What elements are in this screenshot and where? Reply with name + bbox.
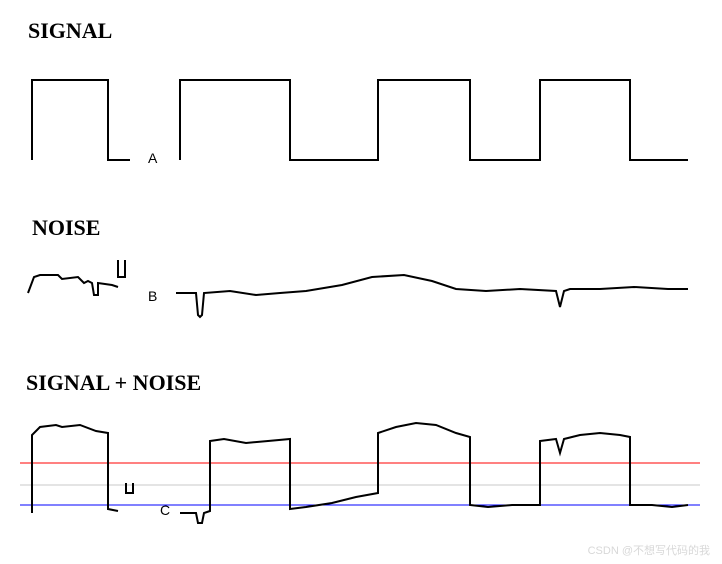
signal-path [32, 80, 688, 160]
noise-waveform [0, 255, 722, 345]
annotation-b: B [148, 288, 157, 304]
combined-path-left [32, 425, 118, 513]
watermark-text: CSDN @不想写代码的我 [588, 542, 710, 558]
combined-title: SIGNAL + NOISE [26, 370, 201, 396]
annotation-a: A [148, 150, 157, 166]
combined-path-right [180, 423, 688, 523]
signal-waveform [0, 70, 722, 170]
combined-waveform [0, 405, 722, 535]
noise-pulse [118, 260, 125, 277]
signal-title: SIGNAL [28, 18, 112, 44]
noise-title: NOISE [32, 215, 100, 241]
annotation-c: C [160, 502, 170, 518]
noise-path-left [28, 275, 118, 295]
noise-path-right [176, 275, 688, 317]
